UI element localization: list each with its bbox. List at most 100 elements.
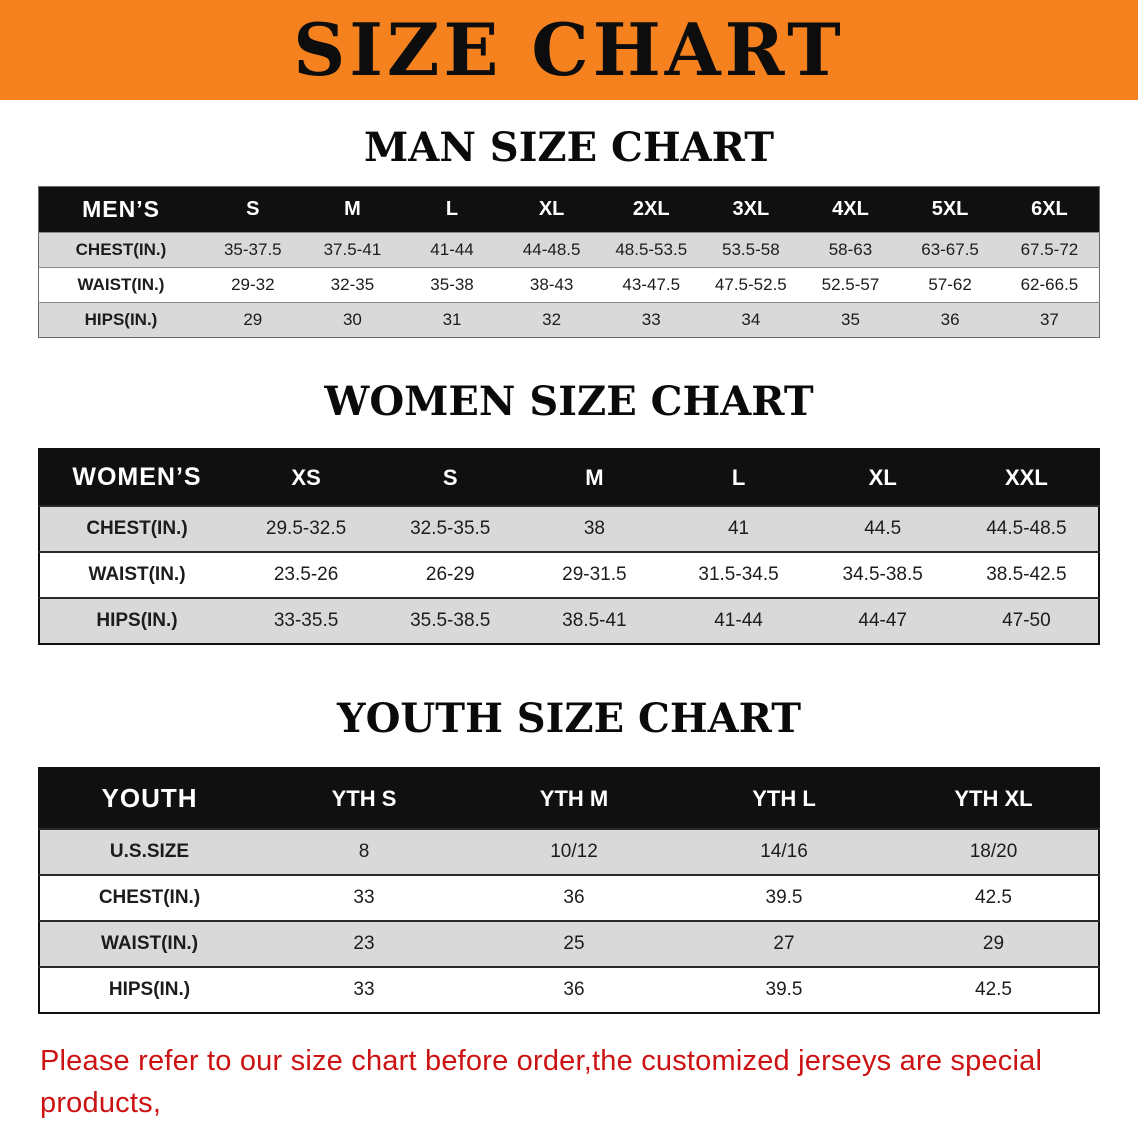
- measurement-label-cell: CHEST(IN.): [38, 232, 203, 268]
- youth-section-heading: YOUTH SIZE CHART: [337, 695, 801, 742]
- table-title-cell: WOMEN’S: [72, 463, 202, 491]
- measurement-value-cell: 43-47.5: [601, 267, 702, 303]
- measurement-value-cell: 23: [259, 920, 469, 967]
- measurement-value-cell: 62-66.5: [999, 267, 1100, 303]
- measurement-value-cell: 35: [800, 302, 901, 338]
- measurement-value-cell: 36: [469, 966, 679, 1013]
- measurement-label-cell: CHEST(IN.): [39, 505, 234, 552]
- disclaimer: Please refer to our size chart before or…: [0, 1040, 1138, 1132]
- measurement-value-cell: 27: [679, 920, 889, 967]
- measurement-value-cell: 10/12: [469, 828, 679, 875]
- measurement-value-cell: 29: [203, 302, 303, 338]
- size-column-header: M: [585, 464, 604, 490]
- measurement-value-cell: 44-48.5: [501, 232, 602, 268]
- measurement-value-cell: 37.5-41: [302, 232, 403, 268]
- size-column-header: XL: [868, 464, 897, 490]
- size-column-header: M: [344, 198, 361, 220]
- size-column-header: YTH S: [331, 785, 397, 811]
- measurement-row: HIPS(IN.) 29 30 31 32 33 34 35 36 37: [38, 302, 1100, 338]
- measurement-value-cell: 35-38: [402, 267, 502, 303]
- measurement-value-cell: 18/20: [889, 828, 1099, 875]
- measurement-row: HIPS(IN.) 33-35.5 35.5-38.5 38.5-41 41-44 44-…: [39, 597, 1099, 644]
- measurement-value-cell: 41-44: [402, 232, 502, 268]
- measurement-value-cell: 44.5: [810, 505, 955, 552]
- disclaimer-line-1: Please refer to our size chart before or…: [40, 1045, 1043, 1119]
- size-column-header: XXL: [1004, 464, 1048, 490]
- measurement-label-cell: HIPS(IN.): [39, 966, 259, 1013]
- youth-section: YOUTH SIZE CHART YOUTH YTH S YTH M YTH L YTH…: [0, 695, 1138, 1014]
- measurement-row: CHEST(IN.) 29.5-32.5 32.5-35.5 38 41 44.5 44.5…: [39, 505, 1099, 552]
- measurement-value-cell: 37: [999, 302, 1100, 338]
- measurement-row: HIPS(IN.) 33 36 39.5 42.5: [39, 966, 1099, 1013]
- measurement-value-cell: 36: [900, 302, 1000, 338]
- measurement-value-cell: 38.5-42.5: [954, 551, 1099, 598]
- size-column-header: 6XL: [1031, 198, 1068, 220]
- size-column-header: 4XL: [832, 198, 869, 220]
- measurement-value-cell: 38-43: [501, 267, 602, 303]
- measurement-value-cell: 42.5: [889, 874, 1099, 921]
- size-column-header: L: [731, 464, 746, 490]
- size-column-header: YTH XL: [954, 785, 1033, 811]
- measurement-label-cell: WAIST(IN.): [39, 920, 259, 967]
- men-size-table: MEN’S S M L XL 2XL 3XL 4XL 5XL 6XL CHEST(IN.) 35-37…: [38, 186, 1100, 338]
- size-column-header: S: [442, 464, 458, 490]
- measurement-value-cell: 31: [402, 302, 502, 338]
- measurement-value-cell: 58-63: [800, 232, 901, 268]
- measurement-value-cell: 34.5-38.5: [810, 551, 955, 598]
- page-title: SIZE CHART: [293, 7, 845, 92]
- measurement-value-cell: 39.5: [679, 966, 889, 1013]
- measurement-value-cell: 14/16: [679, 828, 889, 875]
- measurement-value-cell: 48.5-53.5: [601, 232, 702, 268]
- measurement-value-cell: 29-31.5: [522, 551, 667, 598]
- measurement-value-cell: 29.5-32.5: [234, 505, 379, 552]
- measurement-label-cell: HIPS(IN.): [39, 597, 234, 644]
- measurement-value-cell: 57-62: [900, 267, 1000, 303]
- measurement-label-cell: U.S.SIZE: [39, 828, 259, 875]
- measurement-row: CHEST(IN.) 33 36 39.5 42.5: [39, 874, 1099, 921]
- measurement-value-cell: 25: [469, 920, 679, 967]
- measurement-value-cell: 47.5-52.5: [701, 267, 801, 303]
- measurement-value-cell: 63-67.5: [900, 232, 1000, 268]
- measurement-value-cell: 8: [259, 828, 469, 875]
- measurement-row: WAIST(IN.) 23 25 27 29: [39, 920, 1099, 967]
- size-column-header: YTH L: [752, 785, 816, 811]
- measurement-value-cell: 41: [666, 505, 811, 552]
- table-header-row: MEN’S S M L XL 2XL 3XL 4XL 5XL 6XL: [38, 186, 1100, 233]
- youth-size-table: YOUTH YTH S YTH M YTH L YTH XL U.S.SIZE 8 10/12…: [38, 767, 1100, 1014]
- measurement-value-cell: 41-44: [666, 597, 811, 644]
- measurement-value-cell: 44.5-48.5: [954, 505, 1099, 552]
- measurement-value-cell: 39.5: [679, 874, 889, 921]
- measurement-value-cell: 30: [302, 302, 403, 338]
- measurement-row: WAIST(IN.) 29-32 32-35 35-38 38-43 43-47.5 47.…: [38, 267, 1100, 303]
- measurement-value-cell: 52.5-57: [800, 267, 901, 303]
- measurement-row: WAIST(IN.) 23.5-26 26-29 29-31.5 31.5-34.5 34…: [39, 551, 1099, 598]
- table-header-row: WOMEN’S XS S M L XL XXL: [39, 449, 1099, 506]
- women-size-table: WOMEN’S XS S M L XL XXL CHEST(IN.) 29.5-32.5 32.5…: [38, 448, 1100, 645]
- measurement-value-cell: 23.5-26: [234, 551, 379, 598]
- measurement-value-cell: 33-35.5: [234, 597, 379, 644]
- size-column-header: 3XL: [732, 198, 770, 220]
- measurement-value-cell: 29: [889, 920, 1099, 967]
- size-column-header: XS: [291, 464, 321, 490]
- measurement-value-cell: 32-35: [302, 267, 403, 303]
- measurement-row: CHEST(IN.) 35-37.5 37.5-41 41-44 44-48.5 48.5…: [38, 232, 1100, 268]
- measurement-value-cell: 53.5-58: [701, 232, 801, 268]
- measurement-value-cell: 32: [501, 302, 602, 338]
- measurement-value-cell: 47-50: [954, 597, 1099, 644]
- men-section-heading: MAN SIZE CHART: [364, 124, 774, 171]
- measurement-label-cell: WAIST(IN.): [39, 551, 234, 598]
- measurement-value-cell: 26-29: [378, 551, 523, 598]
- size-column-header: YTH M: [539, 785, 609, 811]
- size-column-header: L: [445, 198, 459, 220]
- women-section: WOMEN SIZE CHART WOMEN’S XS S M L XL XXL CHEST(…: [0, 378, 1138, 645]
- size-column-header: 5XL: [931, 198, 969, 220]
- measurement-value-cell: 31.5-34.5: [666, 551, 811, 598]
- table-header-row: YOUTH YTH S YTH M YTH L YTH XL: [39, 768, 1099, 829]
- measurement-value-cell: 34: [701, 302, 801, 338]
- measurement-value-cell: 42.5: [889, 966, 1099, 1013]
- women-section-heading: WOMEN SIZE CHART: [324, 378, 814, 425]
- measurement-value-cell: 33: [259, 874, 469, 921]
- banner: SIZE CHART: [0, 0, 1138, 100]
- measurement-value-cell: 33: [259, 966, 469, 1013]
